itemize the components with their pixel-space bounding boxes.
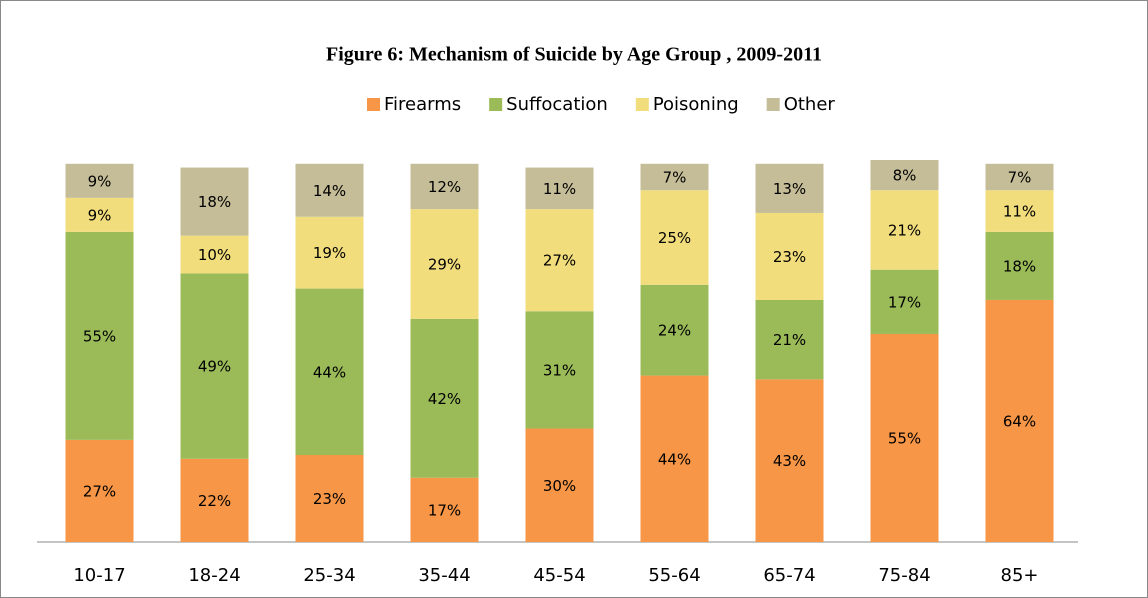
data-label: 49%	[198, 358, 231, 376]
bar-segment	[65, 439, 134, 542]
data-label: 31%	[543, 361, 576, 379]
data-label: 30%	[543, 477, 576, 495]
legend-label: Firearms	[384, 94, 461, 115]
x-tick-label: 85+	[1001, 565, 1039, 586]
bar-segment	[525, 311, 594, 429]
data-label: 11%	[543, 180, 576, 198]
bar-segment	[870, 160, 939, 191]
legend-swatch	[766, 98, 780, 111]
data-label: 27%	[83, 482, 116, 500]
legend-swatch	[367, 98, 380, 111]
data-label: 55%	[83, 327, 116, 345]
bar-segment	[755, 163, 824, 213]
data-label: 25%	[658, 229, 691, 247]
bar-segment	[180, 167, 249, 236]
legend-label: Other	[784, 94, 836, 115]
data-label: 23%	[313, 490, 346, 508]
data-label: 18%	[198, 193, 231, 211]
bar-segment	[180, 458, 249, 542]
x-tick-label: 55-64	[648, 565, 700, 586]
bar-segment	[295, 163, 364, 217]
bar-segment	[410, 209, 479, 319]
x-tick-label: 18-24	[188, 565, 240, 586]
bar-segment	[65, 197, 134, 232]
bar-segment	[755, 379, 824, 542]
data-label: 17%	[888, 293, 921, 311]
data-label: 13%	[773, 180, 806, 198]
bar-segment	[65, 231, 134, 440]
legend-swatch	[635, 98, 649, 111]
data-label: 27%	[543, 252, 576, 270]
data-label: 9%	[88, 206, 112, 224]
bar-segment	[985, 190, 1054, 232]
x-tick-label: 45-54	[533, 565, 585, 586]
bar-segment	[640, 163, 709, 191]
x-tick-label: 10-17	[73, 565, 125, 586]
bar-segment	[525, 209, 594, 312]
data-label: 29%	[428, 256, 461, 274]
bar-segment	[295, 288, 364, 456]
data-label: 7%	[663, 169, 687, 187]
bar-segment	[755, 212, 824, 300]
bar-segment	[295, 216, 364, 289]
data-label: 21%	[773, 331, 806, 349]
data-label: 21%	[888, 221, 921, 239]
bar-segment	[870, 190, 939, 270]
bar-segment	[985, 163, 1054, 191]
data-label: 18%	[1003, 257, 1036, 275]
data-label: 8%	[893, 167, 917, 185]
bar-segment	[640, 190, 709, 285]
data-label: 7%	[1008, 169, 1032, 187]
data-label: 12%	[428, 178, 461, 196]
data-label: 55%	[888, 429, 921, 447]
bar-segment	[295, 455, 364, 542]
x-tick-label: 65-74	[763, 565, 815, 586]
bar-segment	[525, 428, 594, 542]
data-label: 24%	[658, 322, 691, 340]
bar-segment	[525, 167, 594, 210]
data-label: 23%	[773, 248, 806, 266]
bar-segment	[410, 318, 479, 478]
x-tick-label: 25-34	[303, 565, 355, 586]
bar-segment	[180, 273, 249, 459]
data-label: 11%	[1003, 203, 1036, 221]
data-label: 64%	[1003, 412, 1036, 430]
bar-segment	[985, 299, 1054, 542]
data-label: 43%	[773, 452, 806, 470]
bar-segment	[180, 235, 249, 274]
x-tick-label: 75-84	[878, 565, 930, 586]
bar-segment	[870, 333, 939, 542]
data-label: 10%	[198, 246, 231, 264]
data-label: 9%	[88, 172, 112, 190]
bar-segment	[410, 163, 479, 210]
bar-segment	[640, 284, 709, 376]
bar-segment	[640, 375, 709, 542]
data-label: 44%	[313, 363, 346, 381]
chart-title: Figure 6: Mechanism of Suicide by Age Gr…	[326, 44, 822, 66]
bar-segment	[65, 163, 134, 198]
data-label: 42%	[428, 390, 461, 408]
data-label: 19%	[313, 244, 346, 262]
data-label: 14%	[313, 182, 346, 200]
bar-segment	[870, 269, 939, 334]
legend-label: Suffocation	[506, 94, 608, 115]
x-tick-label: 35-44	[418, 565, 470, 586]
bar-segment	[985, 231, 1054, 300]
bar-segment	[410, 477, 479, 542]
data-label: 17%	[428, 501, 461, 519]
legend-swatch	[489, 98, 503, 111]
data-label: 44%	[658, 450, 691, 468]
bar-segment	[755, 299, 824, 380]
data-label: 22%	[198, 492, 231, 510]
legend-label: Poisoning	[653, 94, 739, 115]
